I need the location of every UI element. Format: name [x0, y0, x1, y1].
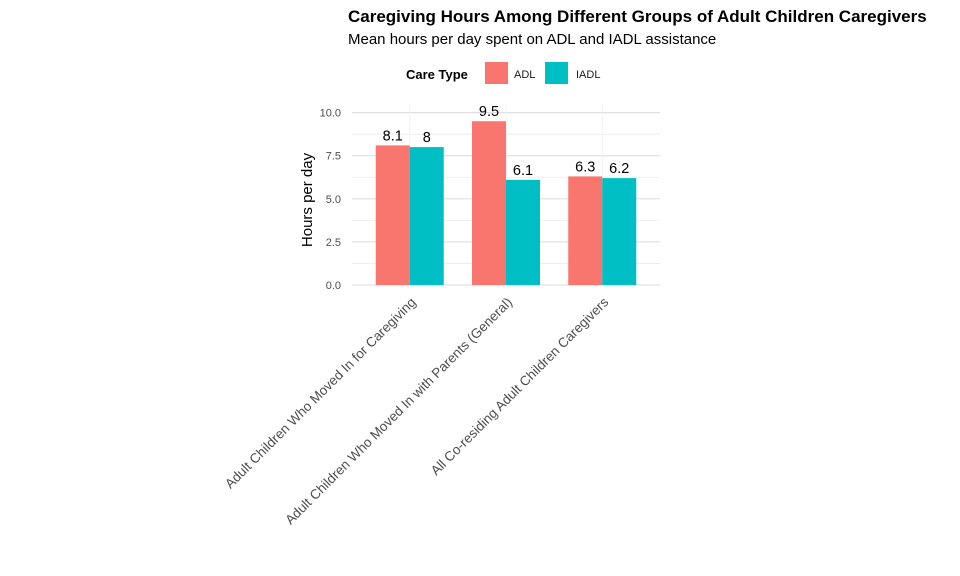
data-labels: 8.1 8 9.5 6.1 6.3 6.2	[383, 104, 630, 179]
y-tick-label: 10.0	[320, 108, 341, 120]
data-label-adl: 9.5	[479, 104, 499, 120]
y-tick-label: 5.0	[326, 194, 341, 206]
y-tick-label: 7.5	[326, 151, 341, 163]
chart-subtitle: Mean hours per day spent on ADL and IADL…	[348, 31, 716, 48]
data-label-iadl: 6.1	[513, 163, 533, 179]
x-category-label: All Co-residing Adult Children Caregiver…	[428, 294, 612, 478]
x-category-label: Adult Children Who Moved In with Parents…	[282, 295, 515, 528]
legend-label-adl: ADL	[514, 69, 535, 81]
legend-swatch-iadl	[545, 62, 568, 84]
legend: Care Type ADL IADL	[406, 62, 600, 84]
y-axis-ticks: 0.0 2.5 5.0 7.5 10.0	[320, 108, 341, 292]
bar-iadl-1	[506, 179, 540, 285]
y-axis-title: Hours per day	[299, 152, 316, 247]
x-axis-categories: Adult Children Who Moved In for Caregivi…	[222, 294, 612, 527]
bar-adl-2	[568, 176, 603, 285]
legend-label-iadl: IADL	[576, 69, 600, 81]
y-tick-label: 0.0	[326, 280, 341, 292]
data-label-adl: 8.1	[383, 128, 403, 144]
data-label-iadl: 6.2	[609, 161, 629, 177]
data-label-adl: 6.3	[575, 159, 595, 175]
x-category-label: Adult Children Who Moved In for Caregivi…	[222, 295, 419, 492]
bars	[375, 121, 637, 285]
bar-adl-0	[375, 145, 410, 285]
y-tick-label: 2.5	[326, 237, 341, 249]
chart-title: Caregiving Hours Among Different Groups …	[348, 7, 927, 26]
legend-title: Care Type	[406, 67, 468, 82]
legend-swatch-adl	[485, 62, 508, 84]
bar-adl-1	[472, 121, 506, 285]
bar-iadl-0	[409, 147, 444, 285]
data-label-iadl: 8	[423, 130, 431, 146]
bar-iadl-2	[602, 178, 637, 285]
